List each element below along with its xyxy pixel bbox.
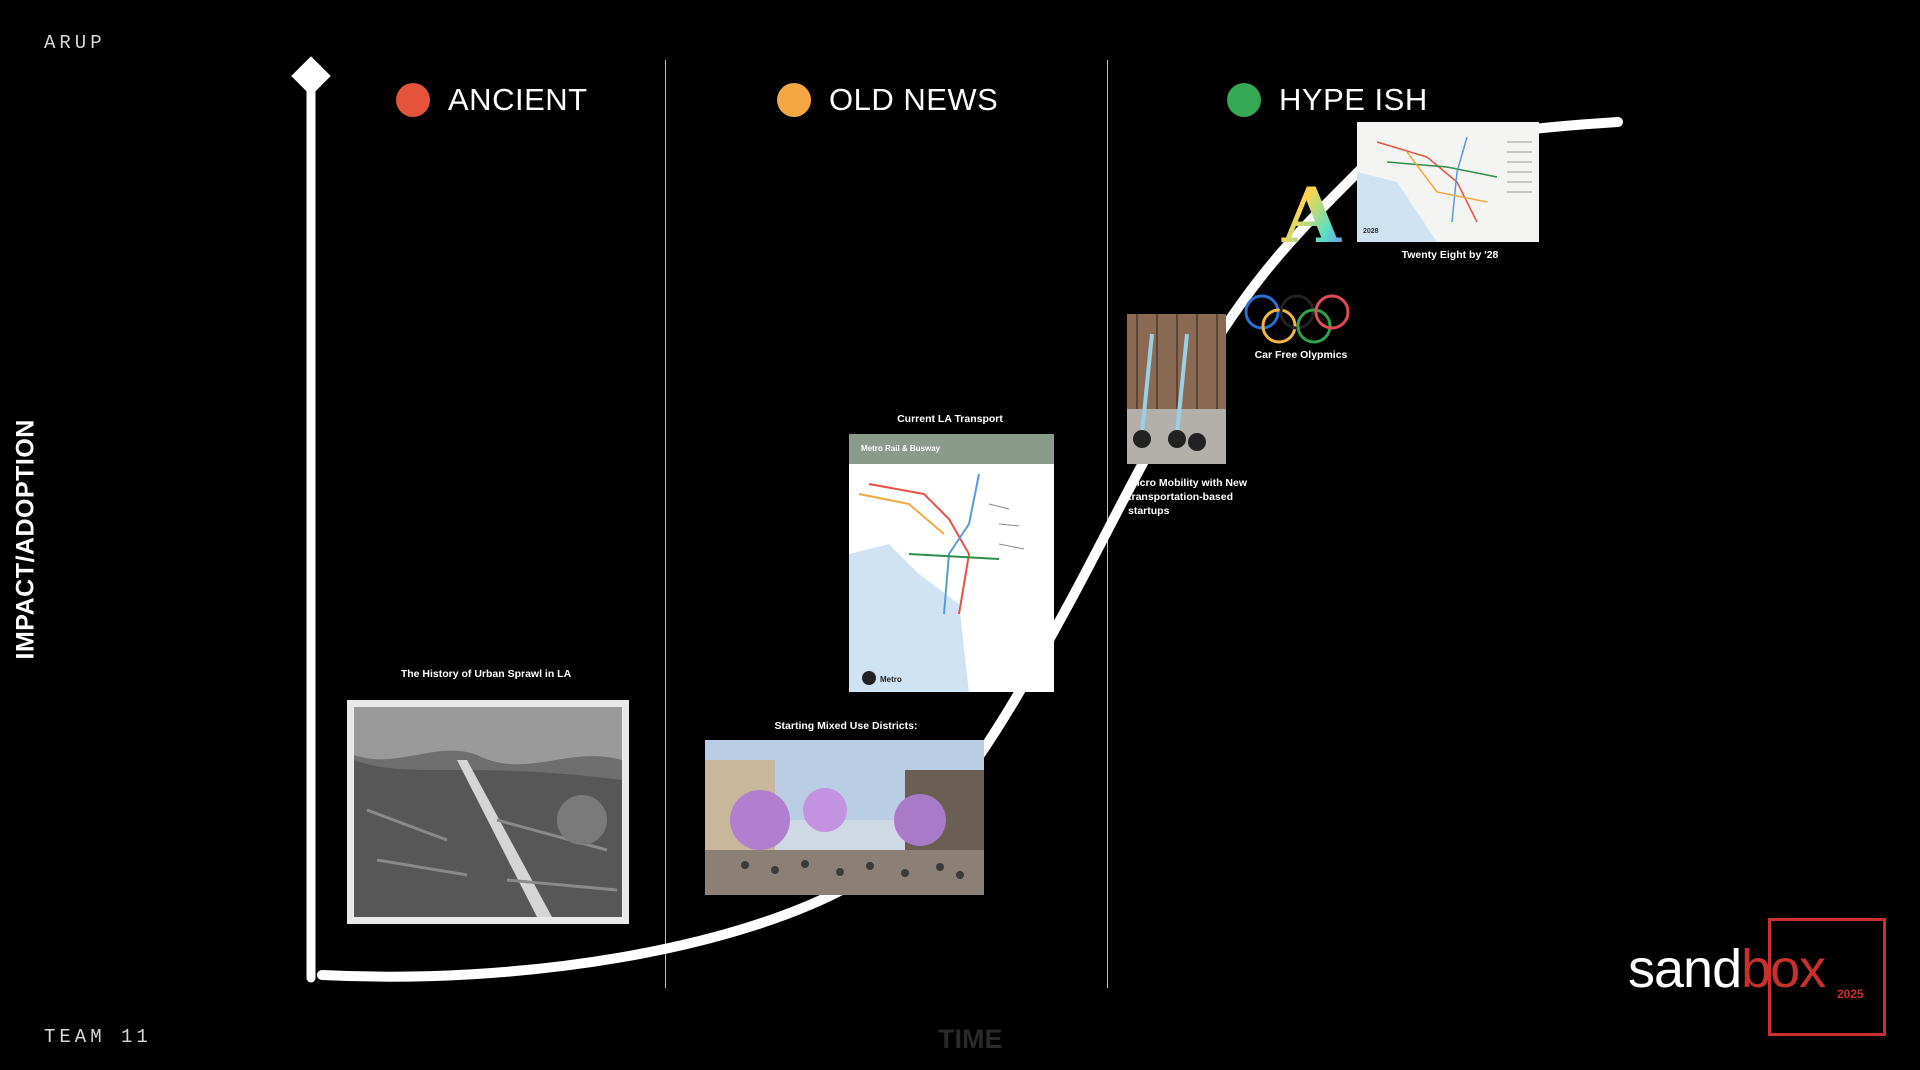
era-dot-red — [396, 83, 430, 117]
sandbox-logo: sandbox — [1628, 938, 1826, 1000]
map-2028-image — [1357, 136, 1532, 242]
caption-mixed-use: Starting Mixed Use Districts: — [774, 720, 918, 732]
metro-map-image — [849, 473, 1025, 692]
era-label: ANCIENT — [448, 82, 588, 117]
caption-micro-mobility: Micro Mobility with New transportation-b… — [1128, 477, 1248, 517]
mixed-use-image — [705, 740, 984, 895]
caption-car-free-olympics: Car Free Olypmics — [1254, 349, 1348, 361]
sandbox-logo-frame — [1768, 918, 1886, 1036]
urban-sprawl-photo[interactable] — [347, 700, 629, 924]
era-dot-green — [1227, 83, 1261, 117]
era-hype-ish: HYPE ISH — [1227, 82, 1428, 118]
map-2028-card[interactable]: 2028 — [1357, 122, 1539, 242]
map-2028-badge: 2028 — [1363, 228, 1379, 235]
x-axis-label: TIME — [938, 1024, 1003, 1054]
era-divider — [665, 60, 666, 988]
era-label: OLD NEWS — [829, 82, 999, 117]
era-dot-orange — [777, 83, 811, 117]
sandbox-logo-word-b: box — [1741, 939, 1826, 999]
caption-twenty-eight: Twenty Eight by '28 — [1401, 249, 1499, 261]
era-label: HYPE ISH — [1279, 82, 1428, 117]
caption-urban-sprawl: The History of Urban Sprawl in LA — [400, 668, 572, 680]
svg-text:A: A — [1281, 171, 1342, 260]
team-label: TEAM 11 — [44, 1026, 152, 1048]
arup-logo-text: ARUP — [44, 32, 106, 54]
metro-map-title: Metro Rail & Busway — [849, 434, 1054, 464]
era-ancient: ANCIENT — [396, 82, 588, 118]
era-old-news: OLD NEWS — [777, 82, 998, 118]
scooter-image — [1127, 314, 1226, 464]
aerial-photo-image — [354, 707, 622, 917]
metro-map-card[interactable]: Metro Rail & Busway Metro — [849, 434, 1054, 692]
mixed-use-rendering[interactable] — [705, 740, 984, 895]
metro-logo-text: Metro — [880, 675, 902, 684]
sandbox-logo-year: 2025 — [1837, 987, 1864, 1001]
sandbox-logo-word-a: sand — [1628, 939, 1742, 999]
caption-current-transport: Current LA Transport — [897, 413, 1003, 425]
scooter-photo[interactable] — [1127, 314, 1226, 464]
